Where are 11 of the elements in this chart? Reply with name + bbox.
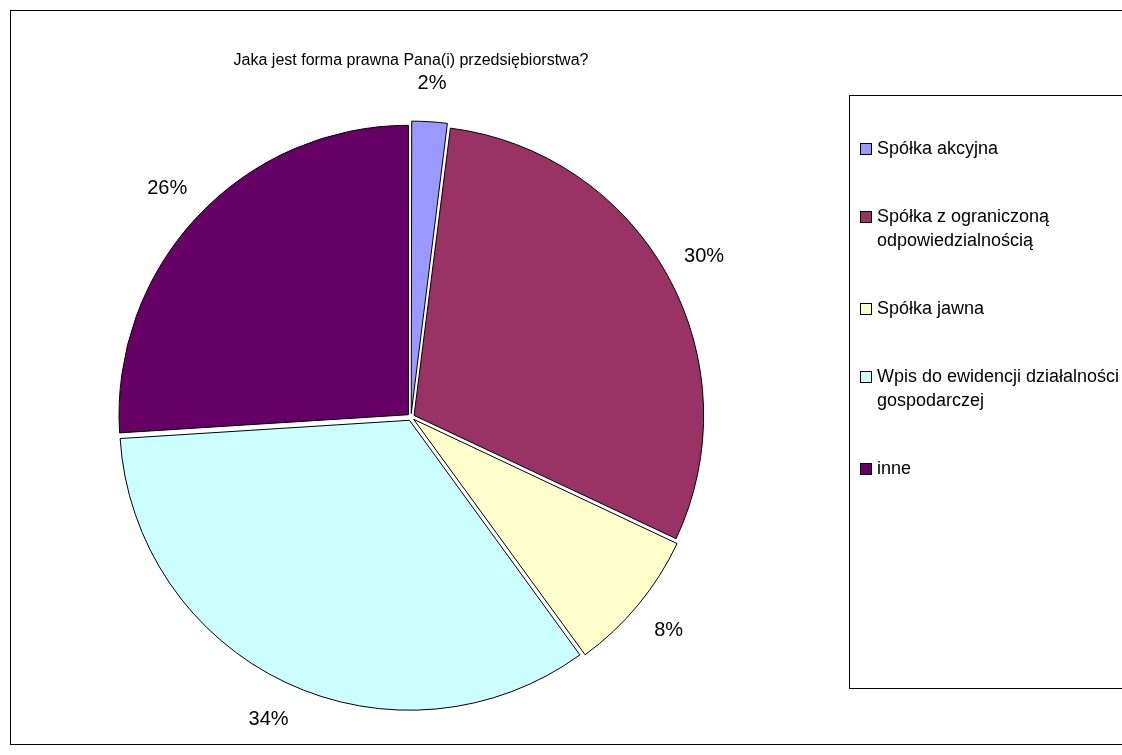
data-label: 34%: [248, 707, 289, 730]
chart-title: Jaka jest forma prawna Pana(i) przedsiębiorstwa?: [233, 51, 589, 69]
legend-label: Wpis do ewidencji działalności gospodarczej: [877, 365, 1121, 412]
data-label: 8%: [654, 617, 684, 640]
legend-label: Spółka z ograniczoną odpowiedzialnością: [877, 205, 1051, 252]
legend-label: Spółka akcyjna: [877, 137, 999, 160]
data-label: 30%: [684, 243, 725, 266]
data-label: 2%: [417, 70, 447, 93]
legend-label: Spółka jawna: [877, 297, 985, 320]
legend-label: inne: [877, 457, 912, 480]
data-label: 26%: [147, 175, 188, 198]
